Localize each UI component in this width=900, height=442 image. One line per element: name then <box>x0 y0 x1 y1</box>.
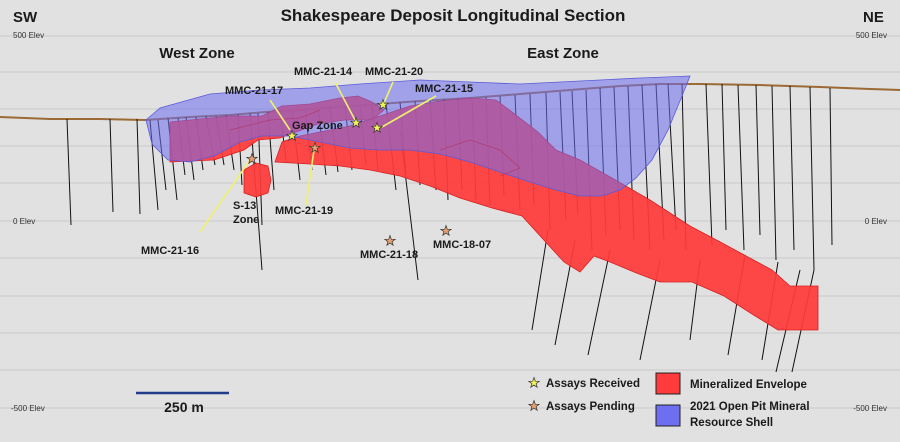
hole-label-mmc-21-20: MMC-21-20 <box>365 66 423 78</box>
legend-resource-shell-line2: Resource Shell <box>690 417 773 429</box>
legend-swatch-envelope <box>655 372 681 395</box>
legend-swatch-shell <box>655 404 681 427</box>
figure-title: Shakespeare Deposit Longitudinal Section <box>281 6 626 25</box>
scale-bar-label: 250 m <box>164 399 204 415</box>
east-zone-label: East Zone <box>527 45 599 62</box>
callout-lines <box>199 81 437 233</box>
elev-500-right: 500 Elev <box>856 31 887 40</box>
star-marker-mmc-21-15 <box>370 121 384 134</box>
ne-label: NE <box>863 9 884 26</box>
elev-0-left: 0 Elev <box>13 217 35 226</box>
assay-markers <box>245 98 453 247</box>
elev-0-right: 0 Elev <box>865 217 887 226</box>
elev-minus500-left: -500 Elev <box>11 404 45 413</box>
hole-label-mmc-21-16: MMC-21-16 <box>141 245 199 257</box>
sw-label: SW <box>13 9 38 26</box>
s13-zone-label-line2: Zone <box>233 214 259 226</box>
hole-label-mmc-18-07: MMC-18-07 <box>433 239 491 251</box>
legend-mineralized-envelope: Mineralized Envelope <box>690 379 807 391</box>
star-marker-mmc-21-19 <box>308 141 322 154</box>
scale-bar: 250 m <box>136 391 229 415</box>
legend-assays-pending: Assays Pending <box>546 401 635 413</box>
star-marker-mmc-21-14 <box>349 116 363 129</box>
s13-zone-envelope <box>243 162 272 198</box>
hole-label-mmc-21-17: MMC-21-17 <box>225 85 283 97</box>
envelope-outlines <box>229 109 521 177</box>
legend-assays-received: Assays Received <box>546 378 640 390</box>
star-marker-mmc-21-17 <box>285 129 299 142</box>
gap-zone-label: Gap Zone <box>292 120 343 132</box>
elev-500-left: 500 Elev <box>13 31 44 40</box>
legend-star-received <box>527 376 541 389</box>
star-marker-mmc-18-07 <box>439 224 453 237</box>
star-marker-mmc-21-20 <box>376 98 390 111</box>
legend-star-pending <box>527 399 541 412</box>
west-zone-label: West Zone <box>159 45 235 62</box>
hole-label-mmc-21-18: MMC-21-18 <box>360 249 418 261</box>
s13-zone-label-line1: S-13 <box>233 200 256 212</box>
legend: Assays Received Assays Pending Mineraliz… <box>527 372 810 429</box>
elev-minus500-right: -500 Elev <box>853 404 887 413</box>
star-marker-mmc-21-18 <box>383 234 397 247</box>
hole-label-mmc-21-15: MMC-21-15 <box>415 83 473 95</box>
star-marker-mmc-21-16 <box>245 152 259 165</box>
resource-shell <box>145 75 691 197</box>
hole-label-mmc-21-19: MMC-21-19 <box>275 205 333 217</box>
legend-resource-shell-line1: 2021 Open Pit Mineral <box>690 401 810 413</box>
hole-label-mmc-21-14: MMC-21-14 <box>294 66 353 78</box>
